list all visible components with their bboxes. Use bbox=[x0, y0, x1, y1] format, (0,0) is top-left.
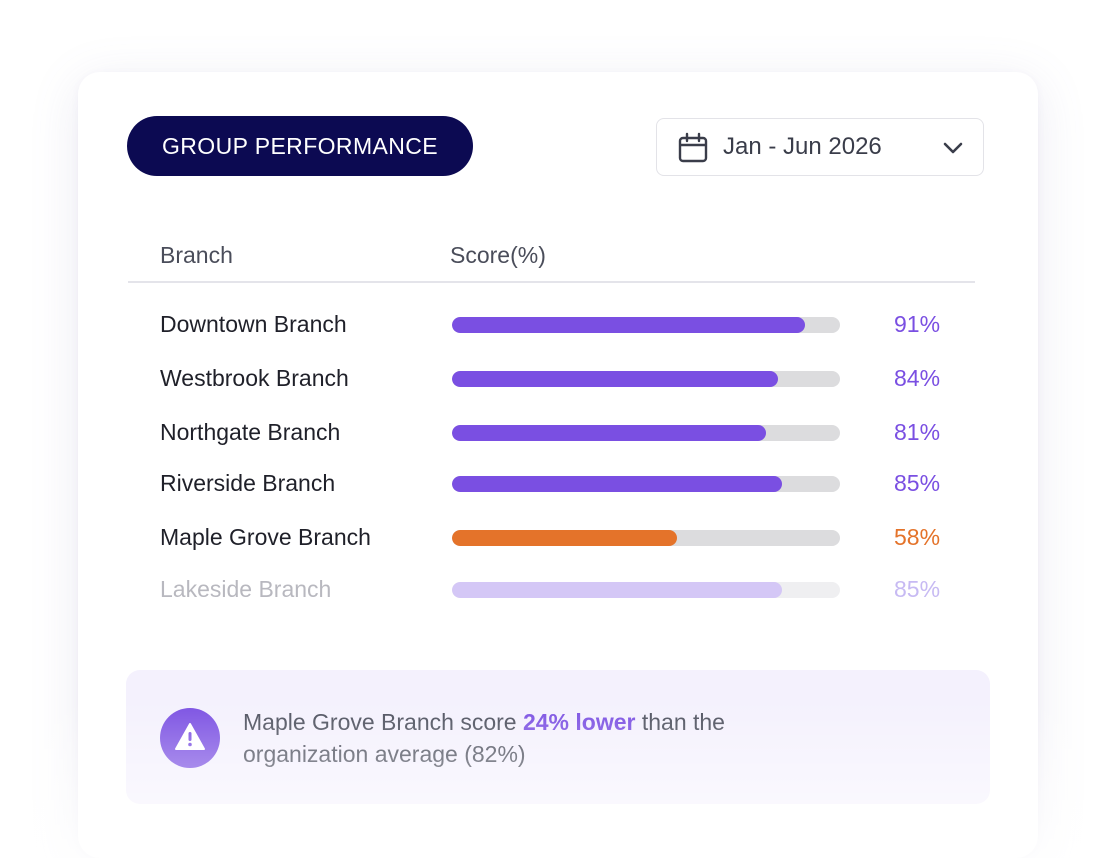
score-percent: 85% bbox=[894, 576, 941, 602]
score-bar-track bbox=[452, 530, 840, 546]
score-percent: 58% bbox=[894, 524, 941, 550]
branch-row: Riverside Branch 85% bbox=[78, 469, 1038, 509]
card-title: GROUP PERFORMANCE bbox=[161, 132, 439, 159]
score-bar-fill bbox=[452, 476, 782, 492]
column-header-score: Score(%) bbox=[450, 242, 546, 268]
score-bar-track bbox=[452, 425, 840, 441]
score-bar-fill bbox=[452, 530, 678, 546]
branch-name: Riverside Branch bbox=[160, 470, 336, 496]
branch-row: Lakeside Branch 85% bbox=[78, 575, 1038, 615]
branch-name: Downtown Branch bbox=[160, 311, 347, 337]
group-performance-badge: GROUP PERFORMANCE bbox=[127, 116, 473, 176]
header-divider bbox=[128, 281, 975, 283]
branch-name: Northgate Branch bbox=[160, 419, 341, 445]
branch-name: Westbrook Branch bbox=[160, 365, 349, 391]
score-percent: 81% bbox=[894, 419, 941, 445]
chevron-down-icon bbox=[943, 142, 963, 154]
score-bar-fill bbox=[452, 582, 782, 598]
alert-banner: Maple Grove Branch score 24% lower than … bbox=[126, 670, 990, 804]
calendar-icon bbox=[678, 132, 708, 163]
branch-name: Lakeside Branch bbox=[160, 576, 332, 602]
date-range-select[interactable]: Jan - Jun 2026 bbox=[656, 118, 984, 176]
column-header-branch: Branch bbox=[160, 242, 233, 268]
score-bar-track bbox=[452, 317, 840, 333]
score-bar-fill bbox=[452, 317, 806, 333]
warning-icon bbox=[160, 708, 220, 768]
score-bar-fill bbox=[452, 371, 778, 387]
alert-message: Maple Grove Branch score 24% lower than … bbox=[243, 706, 843, 770]
score-bar-track bbox=[452, 476, 840, 492]
alert-highlight: 24% lower bbox=[522, 709, 636, 735]
branch-row: Westbrook Branch 84% bbox=[78, 364, 1038, 404]
score-percent: 84% bbox=[894, 365, 941, 391]
score-percent: 91% bbox=[894, 311, 941, 337]
branch-row: Northgate Branch 81% bbox=[78, 418, 1038, 458]
score-bar-fill bbox=[452, 425, 767, 441]
branch-row: Maple Grove Branch 58% bbox=[78, 523, 1038, 563]
score-percent: 85% bbox=[894, 470, 941, 496]
performance-card: GROUP PERFORMANCE Jan - Jun 2026 Branch … bbox=[78, 72, 1038, 858]
score-bar-track bbox=[452, 371, 840, 387]
date-range-value: Jan - Jun 2026 bbox=[723, 133, 882, 160]
alert-text-before: Maple Grove Branch score bbox=[243, 709, 523, 735]
branch-row: Downtown Branch 91% bbox=[78, 310, 1038, 350]
branch-name: Maple Grove Branch bbox=[160, 524, 371, 550]
score-bar-track bbox=[452, 582, 840, 598]
